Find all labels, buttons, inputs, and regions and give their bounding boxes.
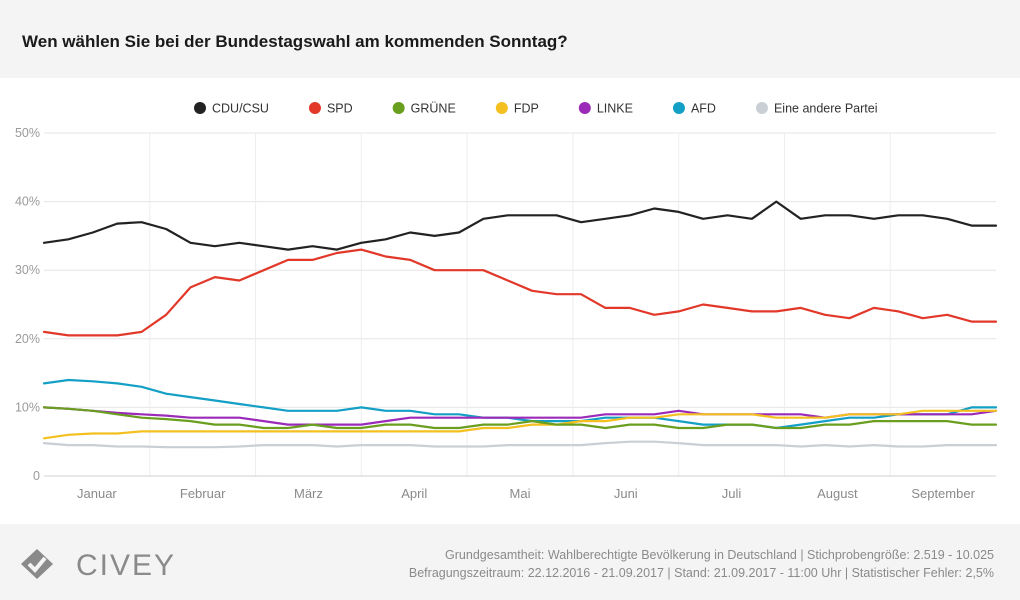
legend-marker (495, 102, 508, 114)
legend-marker (578, 102, 591, 114)
civey-logo[interactable]: CIVEY (20, 548, 174, 582)
header: Wen wählen Sie bei der Bundestagswahl am… (0, 0, 1020, 78)
legend-label: AFD (691, 102, 716, 116)
legend: CDU/CSU SPD GRÜNE FDP LINKE AFD Eine andere Pa… (194, 102, 878, 116)
footer (0, 524, 1020, 600)
legend-marker (392, 102, 405, 114)
legend-label: GRÜNE (411, 102, 456, 116)
civey-logo-icon (21, 549, 53, 579)
y-tick-label: 0 (33, 469, 40, 483)
series-line (42, 378, 998, 430)
legend-marker (308, 102, 321, 114)
series-line (42, 406, 998, 430)
series-lines (42, 200, 998, 449)
y-tick-label: 20% (15, 332, 40, 346)
legend-label: LINKE (597, 102, 633, 116)
x-tick-label: September (911, 486, 975, 501)
y-tick-label: 10% (15, 400, 40, 414)
x-axis: Januar Februar März April Mai Juni Juli August S… (44, 475, 996, 501)
y-tick-label: 40% (15, 195, 40, 209)
y-tick-label: 30% (15, 263, 40, 277)
series-line (42, 248, 998, 337)
legend-label: CDU/CSU (212, 102, 269, 116)
x-tick-label: August (817, 486, 858, 501)
footer-line-1: Grundgesamtheit: Wahlberechtigte Bevölke… (445, 548, 994, 562)
x-tick-label: April (401, 486, 427, 501)
legend-label: FDP (514, 102, 539, 116)
legend-marker (194, 102, 206, 114)
y-tick-label: 50% (15, 126, 40, 140)
footer-line-2: Befragungszeitraum: 22.12.2016 - 21.09.2… (408, 566, 994, 580)
legend-marker (755, 102, 768, 114)
x-tick-label: Februar (180, 486, 226, 501)
x-tick-label: Juli (722, 486, 742, 501)
legend-marker (672, 102, 685, 114)
grid (44, 132, 996, 477)
series-line (42, 409, 998, 440)
logo-text: CIVEY (76, 549, 177, 582)
legend-label: Eine andere Partei (774, 102, 878, 116)
chart-title: Wen wählen Sie bei der Bundestagswahl am… (22, 32, 568, 51)
chart-panel (0, 78, 1020, 524)
y-axis: 0 10% 20% 30% 40% 50% (15, 126, 40, 483)
x-tick-label: Mai (510, 486, 531, 501)
x-tick-label: Juni (614, 486, 638, 501)
legend-label: SPD (327, 102, 353, 116)
series-line (42, 440, 998, 449)
x-tick-label: Januar (77, 486, 117, 501)
x-tick-label: März (294, 486, 323, 501)
series-line (42, 200, 998, 251)
